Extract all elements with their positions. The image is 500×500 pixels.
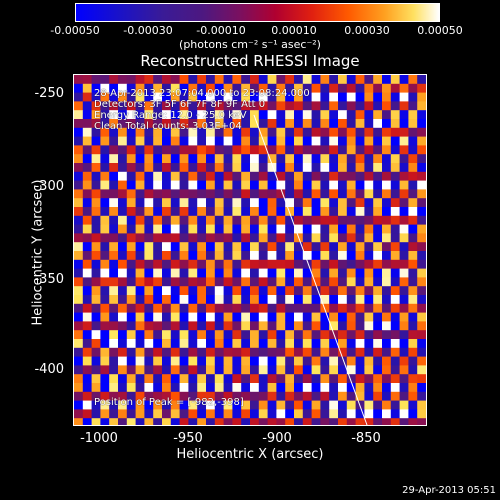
x-tick-label: -850 xyxy=(351,431,381,446)
y-tick-label: -250 xyxy=(34,86,64,101)
image-raster xyxy=(74,75,426,425)
x-tick-label: -950 xyxy=(173,431,203,446)
x-axis-label: Heliocentric X (arcsec) xyxy=(176,447,324,462)
colorbar-tick: 0.00030 xyxy=(344,24,390,37)
y-tick-label: -300 xyxy=(34,179,64,194)
info-line: 28-Apr-2013 23:07:04.000 to 23:08:24.000 xyxy=(94,88,310,99)
colorbar-tick: -0.00030 xyxy=(123,24,173,37)
info-line: Detectors: 3F 5F 6F 7F 8F 9F Att 0 xyxy=(94,99,266,110)
colorbar-tick: 0.00050 xyxy=(417,24,463,37)
image-plot xyxy=(73,74,427,426)
timestamp: 29-Apr-2013 05:51 xyxy=(402,485,496,496)
colorbar-tick: 0.00010 xyxy=(271,24,317,37)
colorbar-units: (photons cm⁻² s⁻¹ asec⁻²) xyxy=(179,38,321,51)
image-title: Reconstructed RHESSI Image xyxy=(140,52,360,70)
info-line: Clean Total counts: 3.03E+04 xyxy=(94,121,242,132)
colorbar-tick: -0.00050 xyxy=(50,24,100,37)
peak-position-label: Position of Peak = [-982,-398] xyxy=(94,397,244,408)
y-tick-label: -350 xyxy=(34,272,64,287)
raster-cells xyxy=(74,75,426,425)
colorbar-tick: -0.00010 xyxy=(196,24,246,37)
y-axis-label: Heliocentric Y (arcsec) xyxy=(30,179,46,326)
y-tick-label: -400 xyxy=(34,362,64,377)
overlay-line xyxy=(253,114,368,425)
x-tick-label: -900 xyxy=(262,431,292,446)
x-tick-label: -1000 xyxy=(80,431,118,446)
colorbar xyxy=(75,3,440,22)
info-line: Energy Range: 12.0 - 25.0 keV xyxy=(94,110,247,121)
